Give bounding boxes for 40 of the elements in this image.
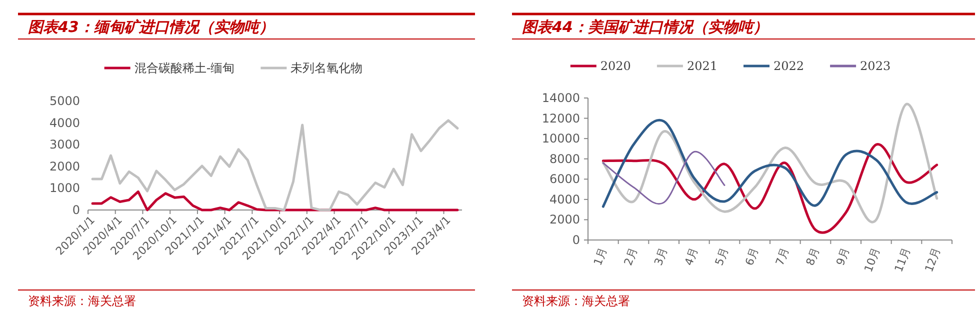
line-series (602, 119, 938, 208)
x-tick-label: 3月 (652, 246, 670, 268)
x-tick-label: 1月 (591, 246, 610, 268)
y-tick-label: 12000 (542, 111, 580, 126)
y-tick-label: 2000 (549, 212, 580, 227)
x-tick-label: 10月 (862, 246, 883, 274)
y-tick-label: 0 (72, 203, 80, 217)
y-tick-label: 8000 (549, 152, 580, 166)
chart-title: 图表44：美国矿进口情况（实物吨） (522, 18, 768, 36)
x-tick-label: 2月 (622, 246, 640, 268)
text: 资料来源：海关总署 (522, 294, 630, 308)
y-tick-label: 10000 (542, 132, 580, 146)
x-tick-label: 6月 (742, 246, 762, 268)
y-tick-label: 1000 (49, 181, 80, 196)
y-tick-label: 5000 (49, 94, 80, 108)
y-tick-label: 0 (572, 233, 580, 247)
legend-label: 2022 (774, 59, 804, 73)
x-tick-label: 9月 (834, 246, 852, 268)
text: 资料来源：海关总署 (28, 294, 136, 308)
x-tick-label: 4月 (682, 246, 701, 268)
legend-label: 2023 (860, 59, 891, 73)
legend-label: 混合碳酸稀土-缅甸 (134, 61, 235, 75)
y-tick-label: 3000 (49, 138, 80, 152)
x-tick-label: 8月 (804, 246, 822, 268)
y-tick-label: 6000 (549, 172, 580, 186)
y-tick-label: 14000 (542, 91, 580, 105)
legend-label: 2021 (686, 59, 718, 73)
y-tick-label: 4000 (49, 116, 80, 130)
x-tick-label: 7月 (773, 246, 792, 268)
legend-label: 未列名氧化物 (290, 61, 363, 75)
legend-label: 2020 (600, 59, 631, 73)
y-tick-label: 2000 (49, 159, 80, 174)
y-tick-label: 4000 (549, 192, 580, 206)
line-series (602, 150, 726, 204)
line-series (91, 119, 459, 212)
x-tick-label: 12月 (922, 246, 944, 274)
x-tick-label: 5月 (712, 246, 731, 268)
x-tick-label: 11月 (892, 246, 913, 274)
chart-title: 图表43：缅甸矿进口情况（实物吨） (28, 18, 274, 36)
line-series (91, 190, 459, 212)
